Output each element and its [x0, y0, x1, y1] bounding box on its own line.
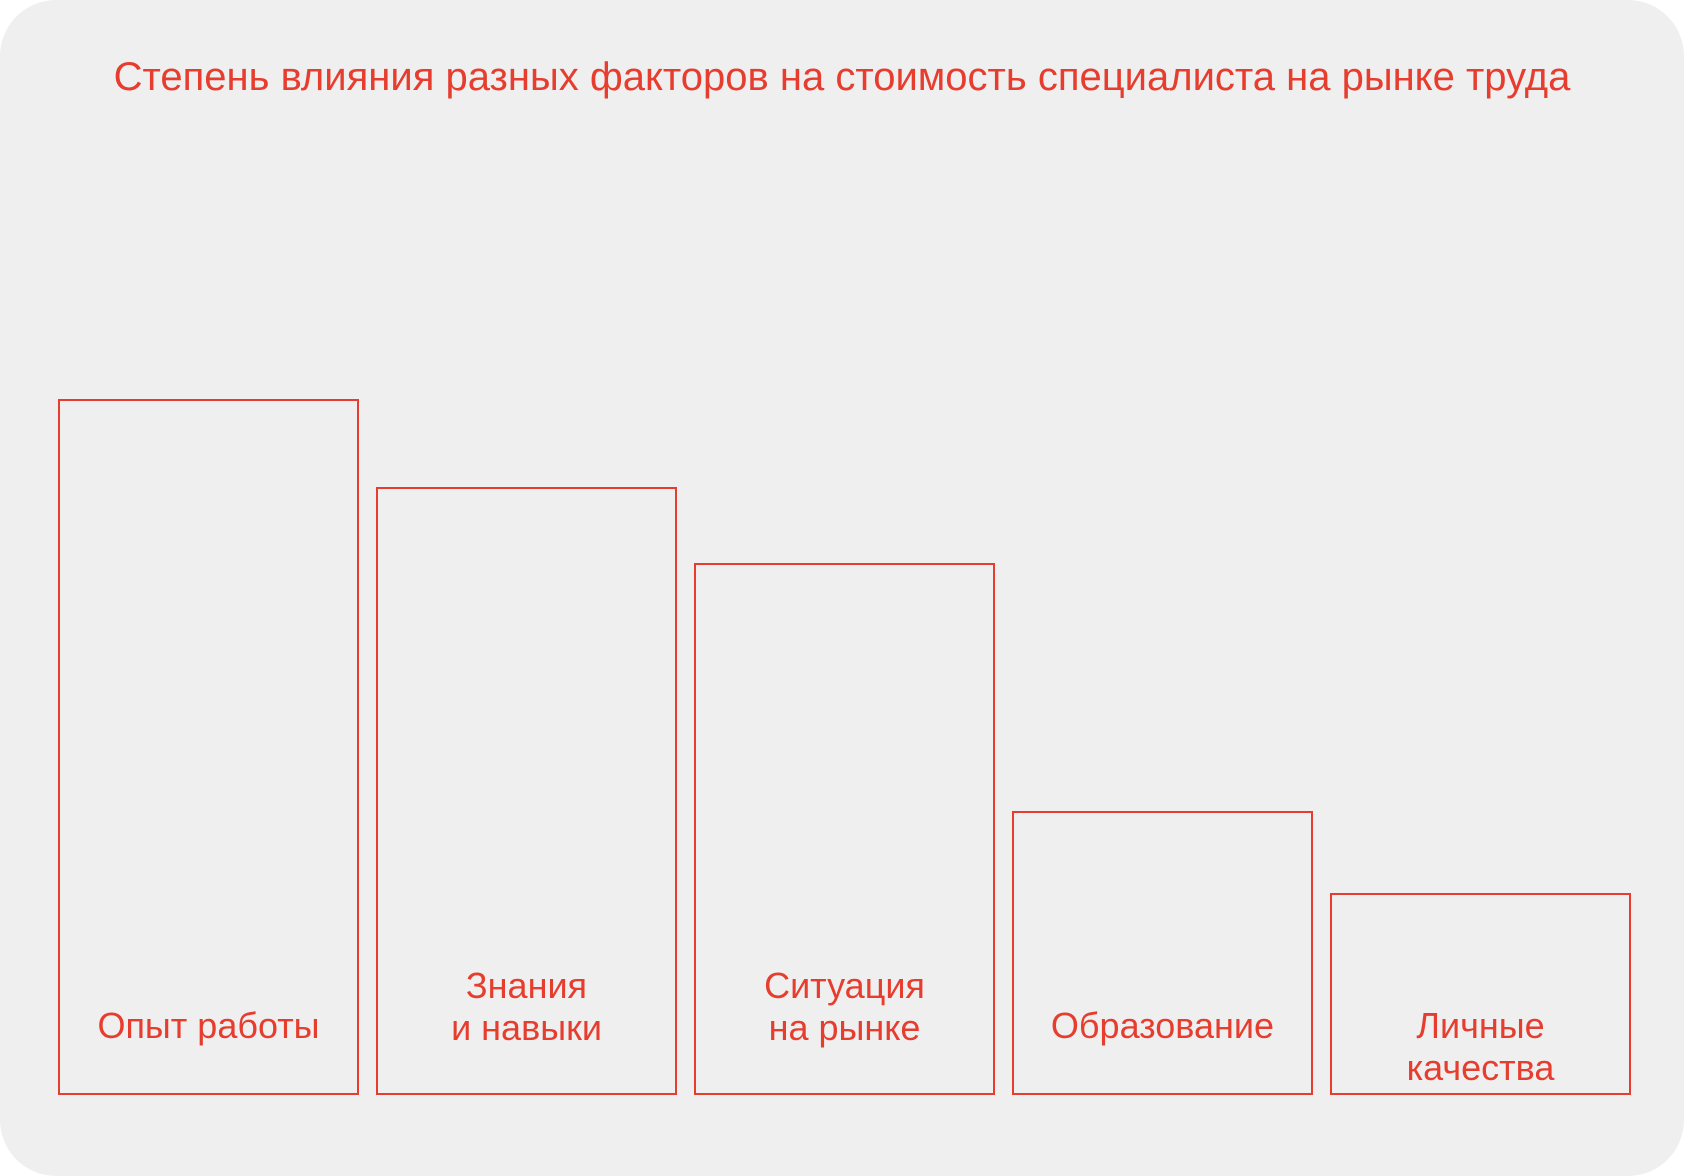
bar-label-2: Знания и навыки — [451, 965, 602, 1048]
chart-title: Степень влияния разных факторов на стоим… — [113, 55, 1571, 99]
bar-label-5: Личные качества — [1406, 1005, 1555, 1088]
bar-4: Образование — [1012, 811, 1313, 1095]
bar-5: Личные качества — [1330, 893, 1631, 1095]
bar-2: Знания и навыки — [376, 487, 677, 1095]
bar-3: Ситуация на рынке — [694, 563, 995, 1095]
bar-1: Опыт работы — [58, 399, 359, 1095]
bar-label-1: Опыт работы — [97, 1005, 320, 1046]
bar-label-4: Образование — [1050, 1005, 1275, 1046]
bar-label-3: Ситуация на рынке — [764, 965, 925, 1048]
